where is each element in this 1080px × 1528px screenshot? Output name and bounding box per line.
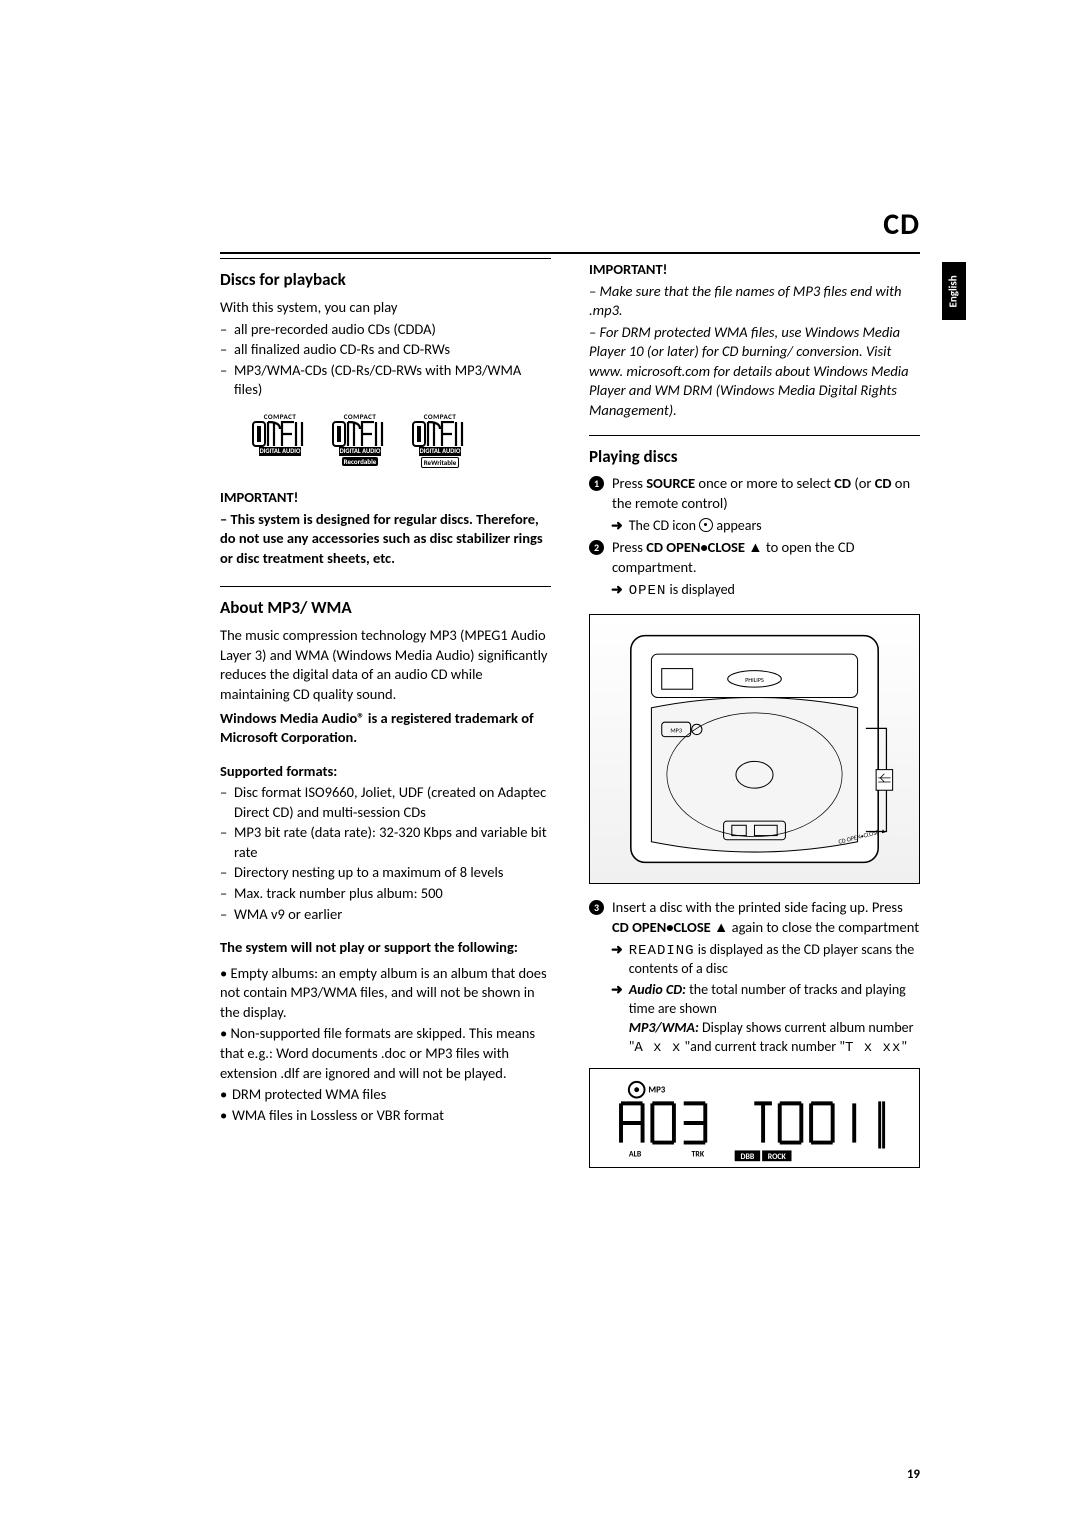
lcd-display-illustration: MP3 ALB TRK [589, 1068, 920, 1168]
list-item: all pre-recorded audio CDs (CDDA) [234, 320, 551, 340]
important-label: IMPORTANT! [589, 260, 920, 280]
mp3-paragraph: The music compression technology MP3 (MP… [220, 626, 551, 704]
list-item: DRM protected WMA files [232, 1085, 551, 1105]
supported-heading: Supported formats: [220, 762, 551, 782]
list-item: WMA v9 or earlier [234, 905, 551, 925]
step-number-icon: 2 [589, 540, 604, 555]
step-1: 1 Press SOURCE once or more to select CD… [589, 474, 920, 513]
page-title: CD [883, 205, 920, 246]
step-result: ➜ The CD icon appears [611, 517, 920, 536]
important-item: – Make sure that the file names of MP3 f… [589, 282, 920, 321]
wma-trademark: Windows Media Audio® is a registered tra… [220, 709, 551, 748]
list-item: MP3/WMA-CDs (CD-Rs/CD-RWs with MP3/WMA f… [234, 361, 551, 400]
left-column: Discs for playback With this system, you… [220, 258, 551, 1178]
page-number: 19 [907, 1466, 920, 1484]
disc-logo-row: COMPACT DIGITAL AUDIO COMPACT DIGITAL AU… [250, 412, 551, 468]
section-rule [589, 435, 920, 436]
lcd-alb-label: ALB [629, 1150, 642, 1159]
language-tab: English [942, 262, 966, 320]
list-item: MP3 bit rate (data rate): 32-320 Kbps an… [234, 823, 551, 862]
compact-disc-rewritable-logo: COMPACT DIGITAL AUDIO ReWritable [410, 412, 470, 468]
section-rule [220, 586, 551, 587]
cd-icon [699, 518, 713, 532]
arrow-icon: ➜ [611, 941, 623, 980]
list-item: WMA files in Lossless or VBR format [232, 1106, 551, 1126]
lcd-trk-label: TRK [692, 1150, 705, 1159]
step-result: ➜ Audio CD: the total number of tracks a… [611, 981, 920, 1058]
eject-icon: ▲ [745, 538, 763, 556]
step-3: 3 Insert a disc with the printed side fa… [589, 898, 920, 937]
step-number-icon: 3 [589, 900, 604, 915]
arrow-icon: ➜ [611, 981, 623, 1058]
device-illustration: PHILIPS MP3 CD OPEN•CLOSE ▲ [589, 614, 920, 884]
lcd-dbb-label: DBB [741, 1153, 755, 1162]
arrow-icon: ➜ [611, 581, 623, 601]
compact-disc-recordable-logo: COMPACT DIGITAL AUDIO Recordable [330, 412, 390, 468]
compact-disc-logo: COMPACT DIGITAL AUDIO [250, 412, 310, 468]
lcd-mp3-label: MP3 [649, 1085, 666, 1095]
supported-list: Disc format ISO9660, Joliet, UDF (create… [220, 783, 551, 924]
notplay-p1: • Empty albums: an empty album is an alb… [220, 964, 551, 1023]
discs-intro: With this system, you can play [220, 298, 551, 318]
list-item: Disc format ISO9660, Joliet, UDF (create… [234, 783, 551, 822]
step-result: ➜ OPEN is displayed [611, 581, 920, 601]
step-2: 2 Press CD OPEN•CLOSE ▲ to open the CD c… [589, 538, 920, 577]
list-item: all finalized audio CD-Rs and CD-RWs [234, 340, 551, 360]
arrow-icon: ➜ [611, 517, 623, 536]
top-rule [220, 252, 920, 254]
notplay-bullets: DRM protected WMA files WMA files in Los… [220, 1085, 551, 1125]
important-text: – This system is designed for regular di… [220, 510, 551, 569]
step-result: ➜ READING is displayed as the CD player … [611, 941, 920, 980]
heading-mp3: About MP3/ WMA [220, 597, 551, 620]
heading-discs: Discs for playback [220, 269, 551, 292]
important-label: IMPORTANT! [220, 488, 551, 508]
svg-text:PHILIPS: PHILIPS [745, 676, 764, 684]
notplay-p2: • Non-supported file formats are skipped… [220, 1024, 551, 1083]
right-column: IMPORTANT! – Make sure that the file nam… [589, 258, 920, 1178]
discs-list: all pre-recorded audio CDs (CDDA) all fi… [220, 320, 551, 400]
important-item: – For DRM protected WMA files, use Windo… [589, 323, 920, 421]
lcd-rock-label: ROCK [768, 1153, 787, 1162]
svg-text:MP3: MP3 [670, 727, 682, 735]
eject-icon: ▲ [711, 918, 729, 936]
notplay-heading: The system will not play or support the … [220, 938, 551, 958]
heading-playing: Playing discs [589, 446, 920, 469]
section-rule [220, 258, 551, 259]
list-item: Max. track number plus album: 500 [234, 884, 551, 904]
step-number-icon: 1 [589, 476, 604, 491]
list-item: Directory nesting up to a maximum of 8 l… [234, 863, 551, 883]
